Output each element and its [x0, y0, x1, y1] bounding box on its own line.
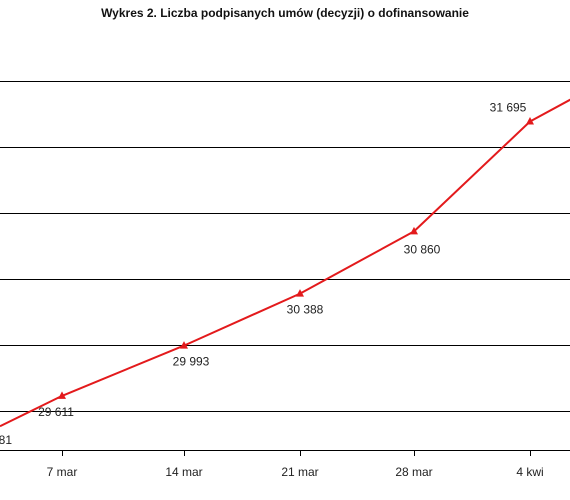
data-label: 29 611 — [38, 405, 74, 419]
gridlines — [0, 81, 570, 412]
data-label: 30 388 — [287, 303, 324, 317]
data-point-marker — [58, 391, 66, 399]
chart-title: Wykres 2. Liczba podpisanych umów (decyz… — [101, 6, 469, 20]
data-markers — [58, 116, 534, 399]
data-point-marker — [526, 116, 534, 125]
data-labels: 81 29 611 29 993 30 388 30 860 31 695 — [0, 100, 527, 447]
data-label: 30 860 — [404, 242, 441, 256]
data-label: 31 695 — [490, 100, 527, 114]
data-point-marker — [296, 289, 304, 297]
x-tick-label: 28 mar — [395, 465, 432, 479]
x-tick-label: 4 kwi — [516, 465, 543, 479]
data-label: 81 — [0, 433, 12, 447]
data-label: 29 993 — [173, 355, 210, 369]
x-tick-label: 21 mar — [281, 465, 318, 479]
x-tick-label: 14 mar — [165, 465, 202, 479]
data-point-marker — [410, 226, 418, 235]
x-tick-label: 7 mar — [47, 465, 78, 479]
data-point-marker — [180, 341, 188, 349]
x-axis: 7 mar 14 mar 21 mar 28 mar 4 kwi — [0, 450, 570, 479]
series-line — [0, 98, 570, 428]
series-line-path — [0, 98, 570, 428]
